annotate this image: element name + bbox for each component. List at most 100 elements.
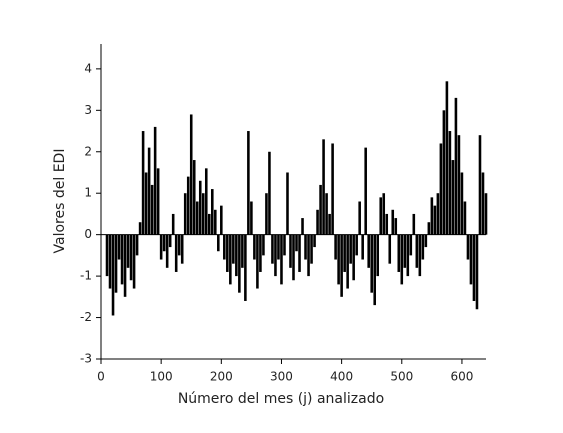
bar xyxy=(214,209,217,235)
bar xyxy=(244,234,247,301)
bar xyxy=(211,189,214,235)
bar xyxy=(334,234,337,260)
bar xyxy=(406,234,410,277)
bar xyxy=(168,234,172,248)
bar xyxy=(445,81,449,235)
x-tick-label: 0 xyxy=(97,370,105,384)
bar xyxy=(135,234,139,256)
bar xyxy=(201,193,205,235)
y-tick-label: 1 xyxy=(84,186,92,200)
bar xyxy=(316,209,319,235)
bar xyxy=(364,147,367,235)
bar xyxy=(304,234,307,260)
bar xyxy=(207,213,211,235)
bar xyxy=(147,147,151,235)
bar xyxy=(114,234,118,293)
bar xyxy=(126,234,130,268)
bar xyxy=(189,114,193,235)
bar xyxy=(144,172,148,235)
bar xyxy=(174,234,178,272)
bar xyxy=(286,172,289,235)
bar xyxy=(442,110,446,235)
bar xyxy=(355,234,358,256)
x-tick-label: 400 xyxy=(330,370,353,384)
y-tick-label: 2 xyxy=(84,144,92,158)
bar xyxy=(433,205,437,235)
bar xyxy=(310,234,313,264)
bar xyxy=(343,234,346,272)
bar xyxy=(232,234,235,264)
bar xyxy=(478,135,482,235)
bar xyxy=(271,234,274,264)
y-tick-label: -1 xyxy=(80,269,92,283)
bar xyxy=(409,234,413,256)
bar xyxy=(111,234,115,316)
bar xyxy=(457,135,461,235)
x-tick-label: 300 xyxy=(270,370,293,384)
bar xyxy=(397,234,401,272)
bar xyxy=(400,234,404,285)
bar xyxy=(448,131,452,235)
bar xyxy=(165,234,169,268)
bar xyxy=(238,234,241,293)
bar xyxy=(123,234,127,297)
bar xyxy=(150,184,154,235)
bar xyxy=(180,234,184,264)
bar xyxy=(361,234,364,260)
bar xyxy=(469,234,473,285)
bar xyxy=(156,168,160,235)
bar xyxy=(466,234,470,260)
bar xyxy=(331,143,334,235)
y-axis-label: Valores del EDI xyxy=(52,149,68,254)
bar xyxy=(186,176,190,235)
x-tick-label: 600 xyxy=(450,370,473,384)
bar xyxy=(204,168,208,235)
bar xyxy=(171,213,175,235)
bar xyxy=(301,218,304,235)
bar xyxy=(385,213,389,235)
bar xyxy=(268,151,271,235)
bar xyxy=(460,172,464,235)
bar xyxy=(313,234,316,248)
bar xyxy=(280,234,283,285)
bar xyxy=(132,234,136,289)
bar xyxy=(105,234,109,277)
bar xyxy=(141,131,145,235)
y-tick-label: -2 xyxy=(80,310,92,324)
bar xyxy=(153,126,157,235)
bar xyxy=(195,201,199,235)
bar xyxy=(439,143,443,235)
bar xyxy=(262,234,265,256)
bar xyxy=(283,234,286,256)
bar xyxy=(250,201,253,235)
bar xyxy=(451,160,455,235)
bar xyxy=(256,234,259,289)
bar xyxy=(436,193,440,235)
bar xyxy=(403,234,407,268)
bar xyxy=(340,234,343,297)
bar xyxy=(418,234,422,277)
bar xyxy=(307,234,310,277)
bar xyxy=(358,201,361,235)
bar xyxy=(226,234,229,272)
bar xyxy=(129,234,133,281)
bar xyxy=(295,234,298,252)
bar xyxy=(349,234,352,264)
bar xyxy=(427,222,431,235)
bar xyxy=(472,234,476,301)
bar xyxy=(138,222,142,235)
bar xyxy=(481,172,485,235)
y-tick-label: 0 xyxy=(84,227,92,241)
bar xyxy=(319,184,322,235)
bar xyxy=(328,213,331,235)
bar xyxy=(475,234,479,310)
x-tick-label: 500 xyxy=(390,370,413,384)
bar xyxy=(415,234,419,268)
bar xyxy=(223,234,226,260)
bar xyxy=(117,234,121,260)
bar xyxy=(298,234,301,272)
bar xyxy=(373,234,376,306)
bar xyxy=(322,139,325,235)
bar xyxy=(391,209,395,235)
